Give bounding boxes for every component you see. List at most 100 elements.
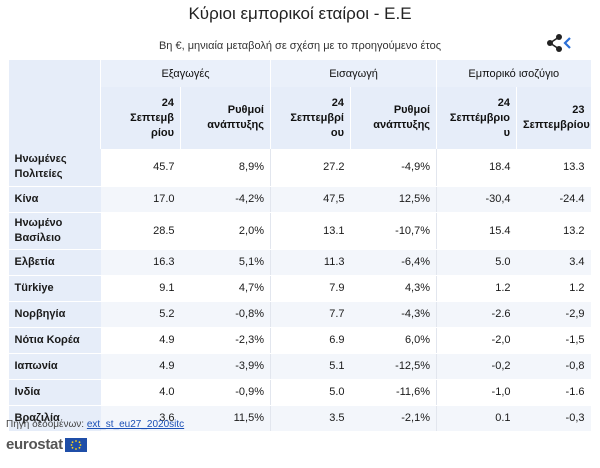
balance-23-cell: -0,8 bbox=[516, 353, 591, 380]
column-header-row: 24 Σεπτεμβ ρίου Ρυθμοί ανάπτυξης 24 Σεπτεμβρ… bbox=[8, 87, 591, 149]
country-cell: Νορβηγία bbox=[8, 301, 101, 328]
imports-value-cell: 27.2 bbox=[270, 149, 351, 187]
share-icon bbox=[547, 34, 571, 52]
group-header-row: Εξαγωγές Εισαγωγή Εμπορικό ισοζύγιο bbox=[8, 60, 591, 87]
imports-value-cell: 6.9 bbox=[270, 327, 351, 354]
imports-growth-cell: -12,5% bbox=[350, 353, 437, 380]
table-row: Ιαπωνία 4.9 -3,9% 5.1 -12,5% -0,2 -0,8 bbox=[8, 353, 591, 380]
group-balance: Εμπορικό ισοζύγιο bbox=[436, 60, 591, 87]
exports-value-cell: 16.3 bbox=[100, 249, 181, 276]
imports-value-cell: 5.1 bbox=[270, 353, 351, 380]
share-button[interactable] bbox=[545, 33, 573, 53]
country-cell: Ηνωμένες Πολιτείες bbox=[8, 149, 101, 187]
balance-24-cell: 1.2 bbox=[436, 275, 517, 302]
exports-growth-cell: 4,7% bbox=[180, 275, 271, 302]
country-cell: Ελβετία bbox=[8, 249, 101, 276]
chart-subtitle: Βη €, μηνιαία μεταβολή σε σχέση με το πρ… bbox=[158, 40, 442, 52]
exports-value-cell: 4.0 bbox=[100, 379, 181, 406]
imports-value-cell: 7.9 bbox=[270, 275, 351, 302]
country-cell: Ινδία bbox=[8, 379, 101, 406]
balance-23-cell: -2,9 bbox=[516, 301, 591, 328]
exports-growth-cell: -2,3% bbox=[180, 327, 271, 354]
exports-growth-cell: 11,5% bbox=[180, 405, 271, 432]
group-imports: Εισαγωγή bbox=[269, 60, 437, 87]
imports-growth-cell: 12,5% bbox=[350, 186, 437, 213]
balance-24-cell: -2,0 bbox=[436, 327, 517, 354]
balance-24-cell: 0.1 bbox=[436, 405, 517, 432]
imports-growth-cell: 6,0% bbox=[350, 327, 437, 354]
imports-growth-cell: -4,9% bbox=[350, 149, 437, 187]
balance-23-cell: 1.2 bbox=[516, 275, 591, 302]
group-exports: Εξαγωγές bbox=[100, 60, 271, 87]
balance-23-cell: -1,5 bbox=[516, 327, 591, 354]
corner-cell-2 bbox=[8, 87, 101, 149]
balance-24-cell: -2.6 bbox=[436, 301, 517, 328]
balance-23-cell: 3.4 bbox=[516, 249, 591, 276]
country-cell: Ηνωμένο Βασίλειο bbox=[8, 212, 101, 250]
balance-24-cell: 15.4 bbox=[436, 212, 517, 250]
imports-growth-cell: 4,3% bbox=[350, 275, 437, 302]
exports-growth-cell: -4,2% bbox=[180, 186, 271, 213]
exports-growth-cell: 8,9% bbox=[180, 149, 271, 187]
exports-growth-cell: 2,0% bbox=[180, 212, 271, 250]
exports-value-cell: 5.2 bbox=[100, 301, 181, 328]
imports-growth-cell: -6,4% bbox=[350, 249, 437, 276]
table-row: Ελβετία 16.3 5,1% 11.3 -6,4% 5.0 3.4 bbox=[8, 249, 591, 276]
table-row: Κίνα 17.0 -4,2% 47,5 12,5% -30,4 -24.4 bbox=[8, 186, 591, 213]
table-row: Ηνωμένο Βασίλειο 28.5 2,0% 13.1 -10,7% 15.4 13.… bbox=[8, 212, 591, 250]
imports-value-cell: 7.7 bbox=[270, 301, 351, 328]
eu-flag-icon bbox=[64, 437, 87, 452]
col-imports-growth: Ρυθμοί ανάπτυξης bbox=[349, 87, 437, 149]
trade-partners-table: Εξαγωγές Εισαγωγή Εμπορικό ισοζύγιο 24 Σε… bbox=[8, 60, 591, 432]
exports-value-cell: 3.6 bbox=[100, 405, 181, 432]
balance-24-cell: -0,2 bbox=[436, 353, 517, 380]
imports-value-cell: 11.3 bbox=[270, 249, 351, 276]
country-cell: Türkiye bbox=[8, 275, 101, 302]
exports-growth-cell: 5,1% bbox=[180, 249, 271, 276]
exports-value-cell: 45.7 bbox=[100, 149, 181, 187]
imports-growth-cell: -11,6% bbox=[350, 379, 437, 406]
imports-growth-cell: -4,3% bbox=[350, 301, 437, 328]
exports-value-cell: 9.1 bbox=[100, 275, 181, 302]
exports-growth-cell: -0,8% bbox=[180, 301, 271, 328]
balance-24-cell: 18.4 bbox=[436, 149, 517, 187]
corner-cell bbox=[8, 60, 101, 87]
col-imports-value: 24 Σεπτεμβρί ου bbox=[270, 87, 351, 149]
data-source: Πηγή δεδομένων: ext_st_eu27_2020sitc bbox=[6, 419, 184, 430]
table-row: Türkiye 9.1 4,7% 7.9 4,3% 1.2 1.2 bbox=[8, 275, 591, 302]
imports-value-cell: 47,5 bbox=[270, 186, 351, 213]
balance-23-cell: 13.3 bbox=[516, 149, 591, 187]
source-link[interactable]: ext_st_eu27_2020sitc bbox=[86, 419, 185, 430]
balance-24-cell: 5.0 bbox=[436, 249, 517, 276]
country-cell: Νότια Κορέα bbox=[8, 327, 101, 354]
exports-growth-cell: -3,9% bbox=[180, 353, 271, 380]
exports-value-cell: 17.0 bbox=[100, 186, 181, 213]
balance-23-cell: -0,3 bbox=[516, 405, 591, 432]
balance-23-cell: -24.4 bbox=[516, 186, 591, 213]
exports-value-cell: 4.9 bbox=[100, 353, 181, 380]
country-cell: Βραζιλία bbox=[8, 405, 101, 432]
country-cell: Κίνα bbox=[8, 186, 101, 213]
balance-24-cell: -1,0 bbox=[436, 379, 517, 406]
eurostat-logo: eurostat bbox=[6, 436, 87, 453]
table-row: Νότια Κορέα 4.9 -2,3% 6.9 6,0% -2,0 -1,5 bbox=[8, 327, 591, 354]
table-row: Ηνωμένες Πολιτείες 45.7 8,9% 27.2 -4,9% 18.4 13… bbox=[8, 149, 591, 187]
logo-text: eurostat bbox=[6, 436, 63, 453]
table-row: Βραζιλία 3.6 11,5% 3.5 -2,1% 0.1 -0,3 bbox=[8, 405, 591, 432]
imports-growth-cell: -2,1% bbox=[350, 405, 437, 432]
exports-growth-cell: -0,9% bbox=[180, 379, 271, 406]
table-row: Ινδία 4.0 -0,9% 5.0 -11,6% -1,0 -1.6 bbox=[8, 379, 591, 406]
exports-value-cell: 4.9 bbox=[100, 327, 181, 354]
col-exports-value: 24 Σεπτεμβ ρίου bbox=[100, 87, 181, 149]
table-row: Νορβηγία 5.2 -0,8% 7.7 -4,3% -2.6 -2,9 bbox=[8, 301, 591, 328]
imports-value-cell: 5.0 bbox=[270, 379, 351, 406]
imports-growth-cell: -10,7% bbox=[350, 212, 437, 250]
col-balance-23: 23 Σεπτεμβρίου bbox=[516, 87, 591, 149]
imports-value-cell: 3.5 bbox=[270, 405, 351, 432]
source-label: Πηγή δεδομένων: bbox=[6, 419, 85, 430]
balance-23-cell: 13.2 bbox=[516, 212, 591, 250]
balance-24-cell: -30,4 bbox=[436, 186, 517, 213]
col-balance-24: 24 Σεπτέμβριο υ bbox=[436, 87, 517, 149]
country-cell: Ιαπωνία bbox=[8, 353, 101, 380]
balance-23-cell: -1.6 bbox=[516, 379, 591, 406]
